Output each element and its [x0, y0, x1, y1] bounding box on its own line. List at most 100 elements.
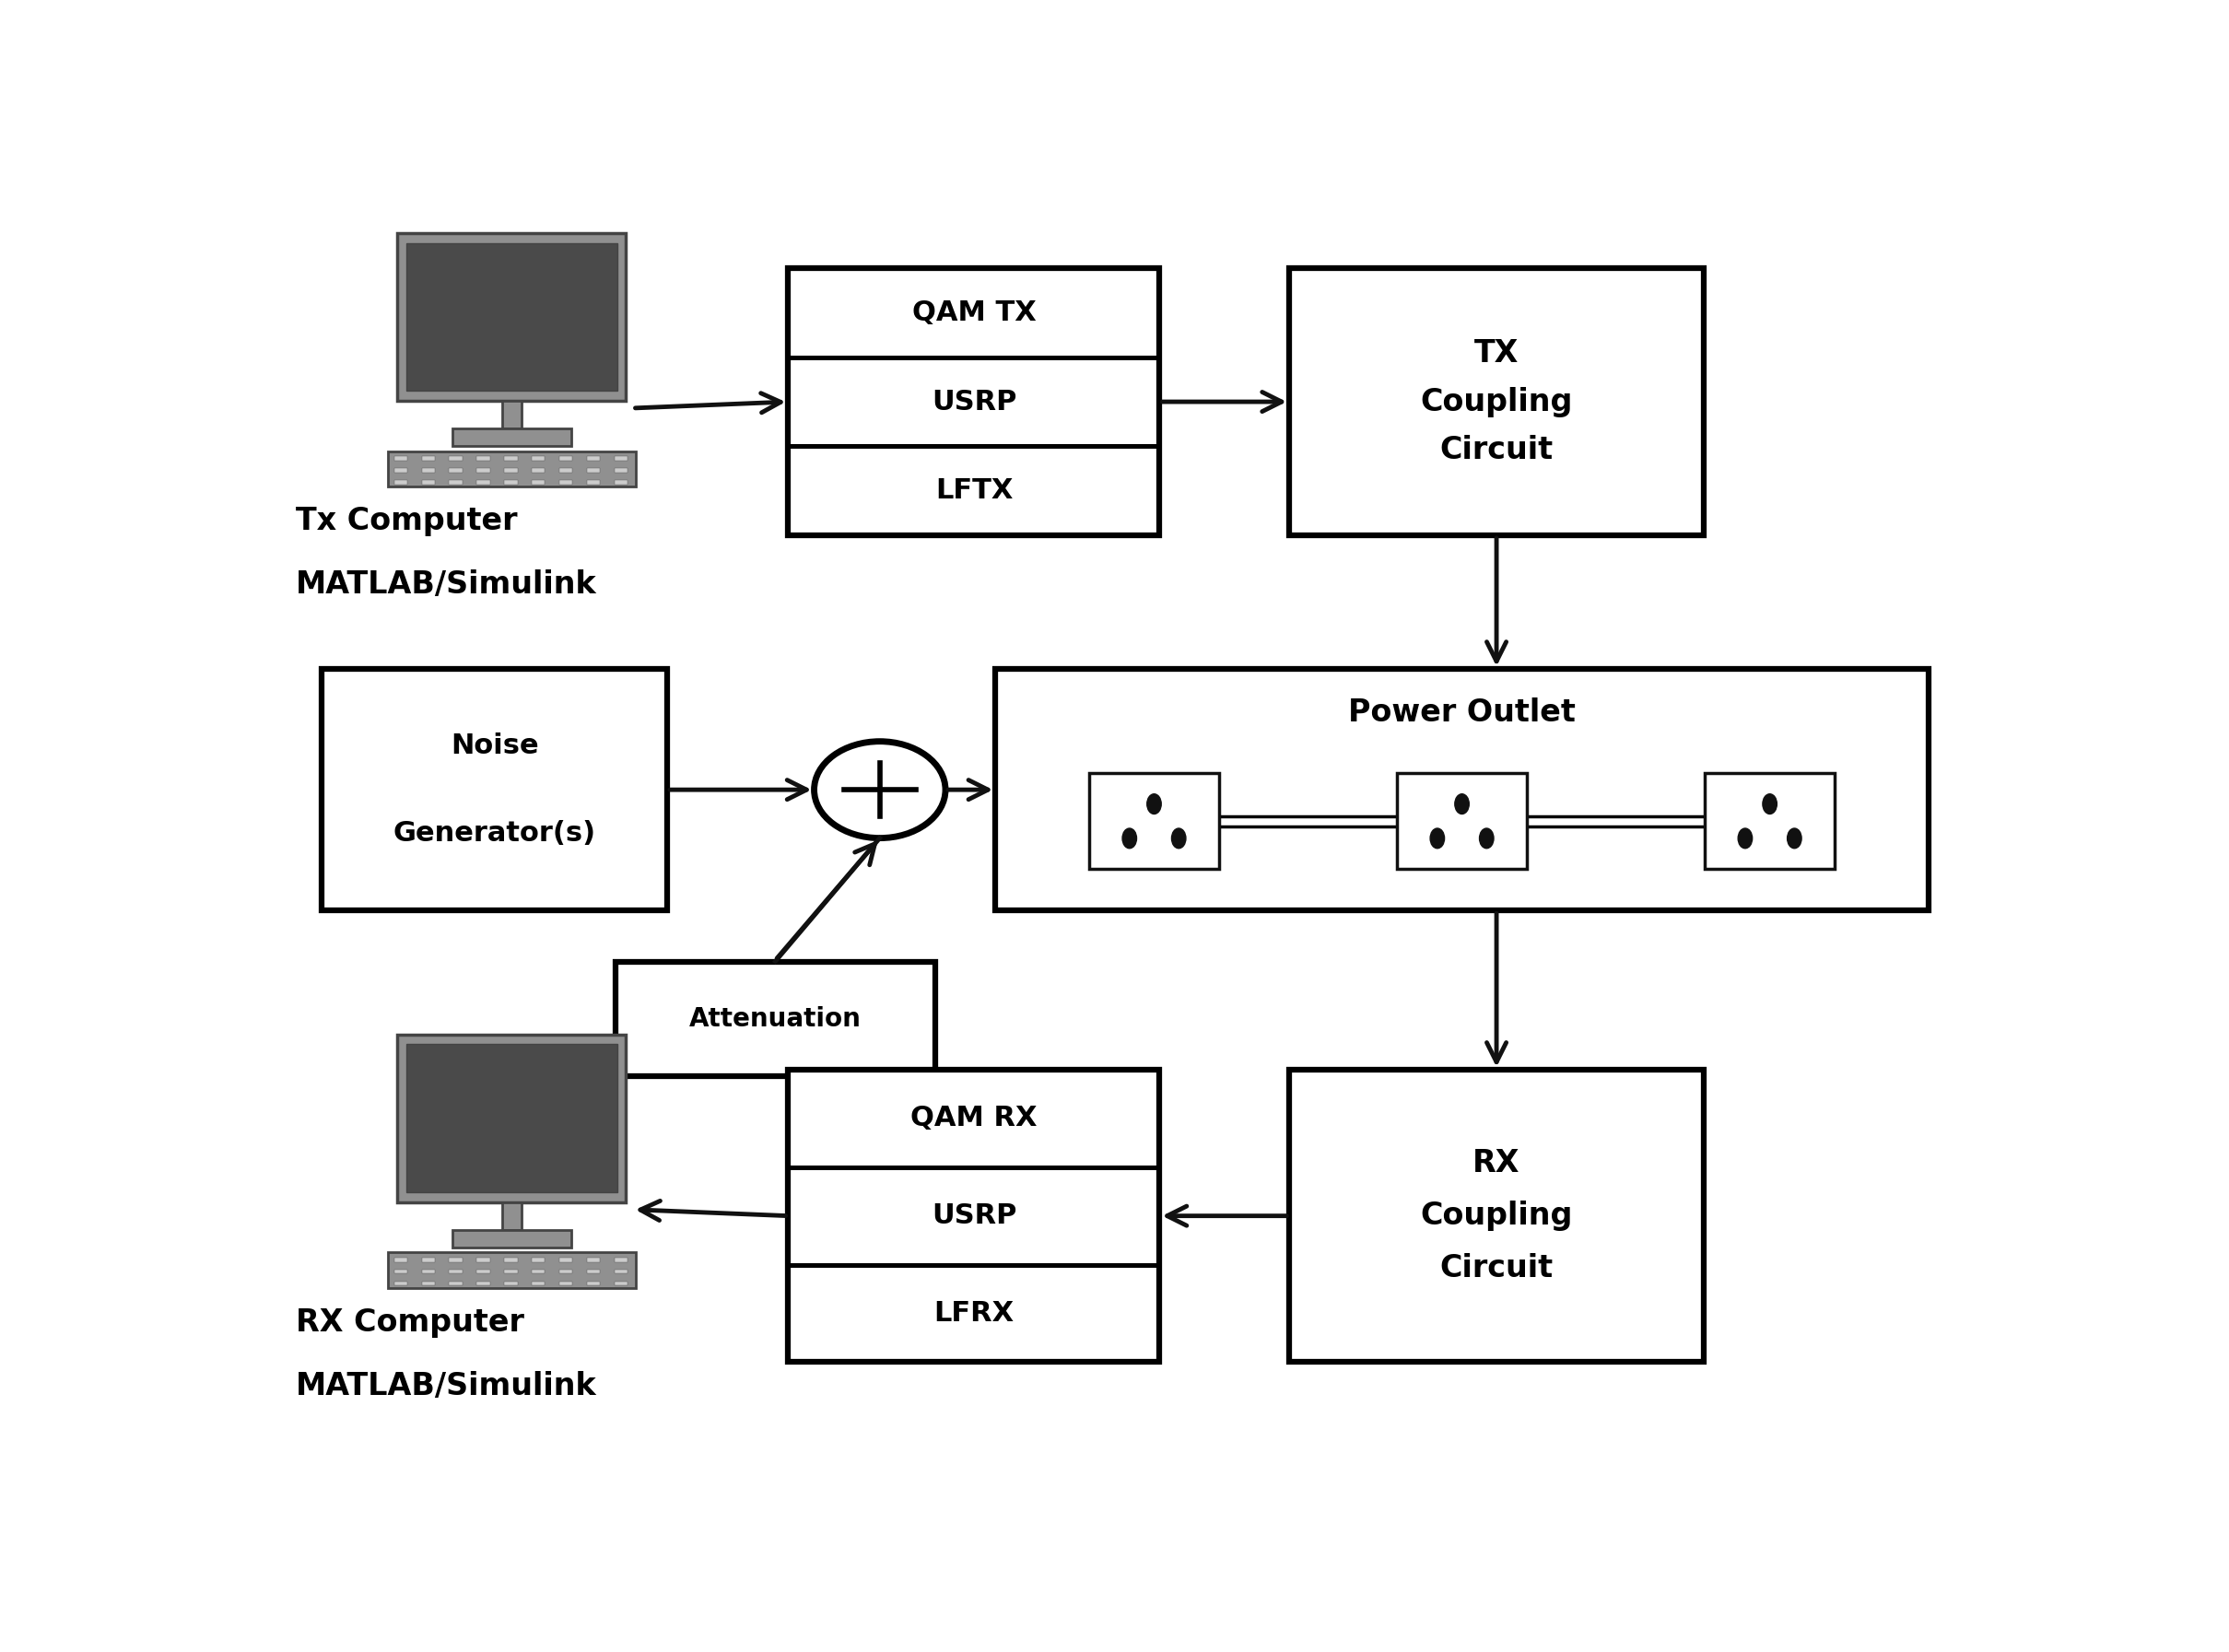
FancyBboxPatch shape: [586, 1282, 600, 1285]
Text: QAM TX: QAM TX: [912, 299, 1036, 325]
FancyBboxPatch shape: [388, 451, 635, 487]
FancyBboxPatch shape: [615, 961, 936, 1075]
Text: RX Computer: RX Computer: [296, 1307, 524, 1338]
FancyBboxPatch shape: [504, 1270, 517, 1274]
FancyBboxPatch shape: [615, 1282, 629, 1285]
FancyBboxPatch shape: [452, 1229, 571, 1247]
FancyBboxPatch shape: [615, 1270, 629, 1274]
FancyBboxPatch shape: [450, 481, 461, 484]
FancyBboxPatch shape: [559, 456, 573, 461]
Ellipse shape: [1480, 828, 1493, 849]
FancyBboxPatch shape: [789, 1069, 1159, 1363]
FancyBboxPatch shape: [477, 1257, 490, 1262]
FancyBboxPatch shape: [1288, 268, 1703, 535]
FancyBboxPatch shape: [421, 456, 435, 461]
FancyBboxPatch shape: [421, 468, 435, 472]
Text: RX: RX: [1473, 1148, 1520, 1178]
FancyBboxPatch shape: [559, 481, 573, 484]
Ellipse shape: [1739, 828, 1752, 849]
FancyBboxPatch shape: [477, 468, 490, 472]
Text: USRP: USRP: [932, 1203, 1016, 1229]
FancyBboxPatch shape: [421, 481, 435, 484]
FancyBboxPatch shape: [533, 468, 546, 472]
FancyBboxPatch shape: [395, 456, 408, 461]
FancyBboxPatch shape: [559, 1282, 573, 1285]
Ellipse shape: [1431, 828, 1444, 849]
FancyBboxPatch shape: [533, 1282, 546, 1285]
FancyBboxPatch shape: [996, 669, 1928, 910]
FancyBboxPatch shape: [1398, 773, 1527, 869]
Text: MATLAB/Simulink: MATLAB/Simulink: [296, 1371, 597, 1401]
FancyBboxPatch shape: [477, 456, 490, 461]
Text: Attenuation: Attenuation: [689, 1006, 860, 1031]
FancyBboxPatch shape: [395, 1270, 408, 1274]
FancyBboxPatch shape: [477, 481, 490, 484]
FancyBboxPatch shape: [502, 1203, 522, 1229]
FancyBboxPatch shape: [321, 669, 666, 910]
FancyBboxPatch shape: [452, 428, 571, 446]
Text: LFTX: LFTX: [934, 477, 1012, 504]
Ellipse shape: [1763, 795, 1777, 814]
FancyBboxPatch shape: [559, 468, 573, 472]
FancyBboxPatch shape: [615, 456, 629, 461]
FancyBboxPatch shape: [397, 1034, 626, 1203]
FancyBboxPatch shape: [395, 1257, 408, 1262]
Text: Noise: Noise: [450, 733, 539, 760]
Ellipse shape: [1788, 828, 1801, 849]
FancyBboxPatch shape: [504, 1282, 517, 1285]
Ellipse shape: [1456, 795, 1469, 814]
FancyBboxPatch shape: [533, 481, 546, 484]
FancyBboxPatch shape: [421, 1257, 435, 1262]
Text: TX: TX: [1473, 339, 1518, 368]
FancyBboxPatch shape: [586, 481, 600, 484]
FancyBboxPatch shape: [388, 1252, 635, 1289]
Text: USRP: USRP: [932, 388, 1016, 415]
Ellipse shape: [1172, 828, 1186, 849]
FancyBboxPatch shape: [421, 1282, 435, 1285]
Text: Tx Computer: Tx Computer: [296, 506, 517, 537]
Text: Circuit: Circuit: [1440, 1254, 1554, 1284]
Ellipse shape: [1148, 795, 1161, 814]
FancyBboxPatch shape: [406, 1044, 617, 1193]
FancyBboxPatch shape: [395, 468, 408, 472]
Text: Generator(s): Generator(s): [392, 819, 595, 846]
FancyBboxPatch shape: [586, 468, 600, 472]
Text: QAM RX: QAM RX: [912, 1105, 1036, 1132]
Ellipse shape: [1123, 828, 1137, 849]
FancyBboxPatch shape: [504, 456, 517, 461]
FancyBboxPatch shape: [533, 456, 546, 461]
FancyBboxPatch shape: [1705, 773, 1834, 869]
FancyBboxPatch shape: [533, 1270, 546, 1274]
FancyBboxPatch shape: [615, 468, 629, 472]
Text: LFRX: LFRX: [934, 1300, 1014, 1327]
FancyBboxPatch shape: [406, 243, 617, 392]
Text: Power Outlet: Power Outlet: [1349, 697, 1576, 727]
FancyBboxPatch shape: [477, 1270, 490, 1274]
FancyBboxPatch shape: [477, 1282, 490, 1285]
FancyBboxPatch shape: [421, 1270, 435, 1274]
FancyBboxPatch shape: [586, 1257, 600, 1262]
FancyBboxPatch shape: [504, 481, 517, 484]
FancyBboxPatch shape: [789, 268, 1159, 535]
FancyBboxPatch shape: [502, 401, 522, 428]
FancyBboxPatch shape: [450, 1257, 461, 1262]
FancyBboxPatch shape: [559, 1257, 573, 1262]
FancyBboxPatch shape: [533, 1257, 546, 1262]
FancyBboxPatch shape: [450, 1270, 461, 1274]
FancyBboxPatch shape: [586, 1270, 600, 1274]
Text: Coupling: Coupling: [1420, 387, 1574, 416]
Circle shape: [814, 742, 945, 838]
FancyBboxPatch shape: [450, 468, 461, 472]
FancyBboxPatch shape: [586, 456, 600, 461]
FancyBboxPatch shape: [504, 1257, 517, 1262]
FancyBboxPatch shape: [1288, 1069, 1703, 1363]
Text: Circuit: Circuit: [1440, 434, 1554, 466]
FancyBboxPatch shape: [450, 1282, 461, 1285]
FancyBboxPatch shape: [395, 1282, 408, 1285]
Text: Coupling: Coupling: [1420, 1201, 1574, 1231]
FancyBboxPatch shape: [1090, 773, 1219, 869]
FancyBboxPatch shape: [504, 468, 517, 472]
FancyBboxPatch shape: [559, 1270, 573, 1274]
FancyBboxPatch shape: [397, 233, 626, 401]
FancyBboxPatch shape: [615, 1257, 629, 1262]
